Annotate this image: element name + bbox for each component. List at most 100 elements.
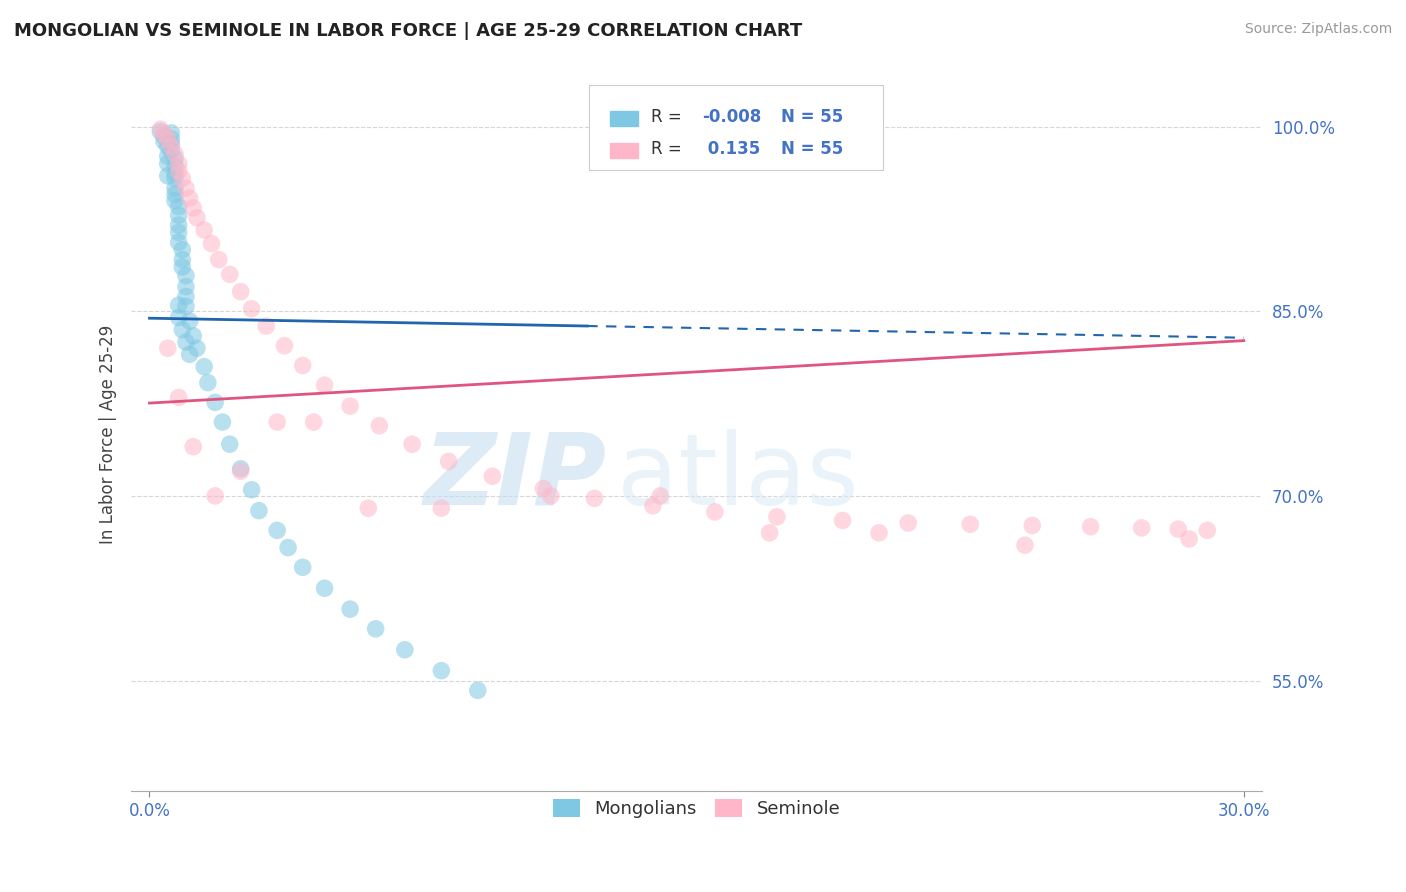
Bar (610, 112, 638, 126)
Mongolians (153, 135, 176, 149)
Mongolians (172, 243, 194, 257)
Mongolians (174, 268, 197, 283)
Seminole (254, 319, 277, 334)
Seminole (204, 489, 226, 503)
Legend: Mongolians, Seminole: Mongolians, Seminole (546, 791, 848, 825)
Seminole (156, 132, 179, 146)
Seminole (208, 252, 231, 267)
Seminole (163, 146, 186, 161)
Mongolians (266, 524, 288, 538)
Mongolians (163, 166, 186, 180)
Seminole (186, 211, 208, 225)
Seminole (583, 491, 606, 506)
Y-axis label: In Labor Force | Age 25-29: In Labor Force | Age 25-29 (100, 325, 117, 544)
Mongolians (181, 329, 204, 343)
Seminole (1197, 524, 1219, 538)
Seminole (868, 525, 890, 540)
Seminole (533, 482, 555, 496)
Mongolians (179, 347, 201, 361)
Text: MONGOLIAN VS SEMINOLE IN LABOR FORCE | AGE 25-29 CORRELATION CHART: MONGOLIAN VS SEMINOLE IN LABOR FORCE | A… (14, 22, 803, 40)
Mongolians (160, 132, 183, 146)
Text: R =: R = (651, 140, 688, 158)
Mongolians (167, 208, 190, 222)
Seminole (179, 191, 201, 205)
Seminole (302, 415, 325, 429)
Seminole (229, 464, 252, 478)
Mongolians (211, 415, 233, 429)
Seminole (156, 341, 179, 355)
Mongolians (291, 560, 314, 574)
Seminole (229, 285, 252, 299)
Mongolians (186, 341, 208, 355)
Seminole (181, 201, 204, 215)
Mongolians (174, 334, 197, 349)
Mongolians (163, 171, 186, 186)
Seminole (897, 516, 920, 530)
Mongolians (240, 483, 263, 497)
Bar (610, 144, 638, 158)
Mongolians (218, 437, 240, 451)
Mongolians (149, 125, 172, 139)
Seminole (167, 156, 190, 170)
Text: 0.135: 0.135 (703, 140, 761, 158)
Seminole (766, 509, 789, 524)
Mongolians (204, 395, 226, 409)
Seminole (1130, 521, 1153, 535)
Mongolians (364, 622, 387, 636)
Seminole (181, 440, 204, 454)
Text: N = 55: N = 55 (782, 108, 844, 126)
Mongolians (156, 169, 179, 183)
Mongolians (172, 252, 194, 267)
Mongolians (197, 376, 219, 390)
Seminole (218, 268, 240, 282)
Seminole (240, 301, 263, 316)
Seminole (540, 489, 562, 503)
Mongolians (167, 310, 190, 325)
Seminole (758, 525, 780, 540)
Mongolians (229, 462, 252, 476)
Mongolians (314, 581, 336, 595)
Mongolians (167, 235, 190, 250)
Mongolians (167, 298, 190, 312)
Mongolians (174, 279, 197, 293)
Seminole (437, 454, 460, 468)
Mongolians (174, 299, 197, 313)
Seminole (273, 339, 295, 353)
Seminole (266, 415, 288, 429)
Mongolians (156, 149, 179, 163)
Seminole (153, 127, 176, 141)
Mongolians (163, 187, 186, 202)
Mongolians (339, 602, 361, 616)
Text: -0.008: -0.008 (703, 108, 762, 126)
Seminole (291, 359, 314, 373)
Text: Source: ZipAtlas.com: Source: ZipAtlas.com (1244, 22, 1392, 37)
Seminole (149, 122, 172, 136)
Seminole (172, 171, 194, 186)
Mongolians (172, 323, 194, 337)
Seminole (1014, 538, 1036, 552)
Mongolians (167, 200, 190, 214)
Mongolians (163, 152, 186, 166)
Seminole (368, 418, 391, 433)
Seminole (959, 517, 981, 532)
Mongolians (167, 226, 190, 240)
Mongolians (163, 194, 186, 208)
Mongolians (160, 145, 183, 159)
Seminole (641, 499, 664, 513)
Seminole (167, 164, 190, 178)
Seminole (160, 139, 183, 153)
Text: R =: R = (651, 108, 688, 126)
Text: atlas: atlas (617, 429, 859, 525)
Seminole (1167, 522, 1189, 536)
Seminole (831, 514, 853, 528)
FancyBboxPatch shape (589, 85, 883, 170)
Mongolians (179, 314, 201, 328)
Seminole (401, 437, 423, 451)
Mongolians (467, 683, 489, 698)
Mongolians (156, 156, 179, 170)
Seminole (703, 505, 725, 519)
Seminole (200, 236, 222, 251)
Seminole (1021, 518, 1043, 533)
Mongolians (167, 218, 190, 232)
Seminole (174, 181, 197, 195)
